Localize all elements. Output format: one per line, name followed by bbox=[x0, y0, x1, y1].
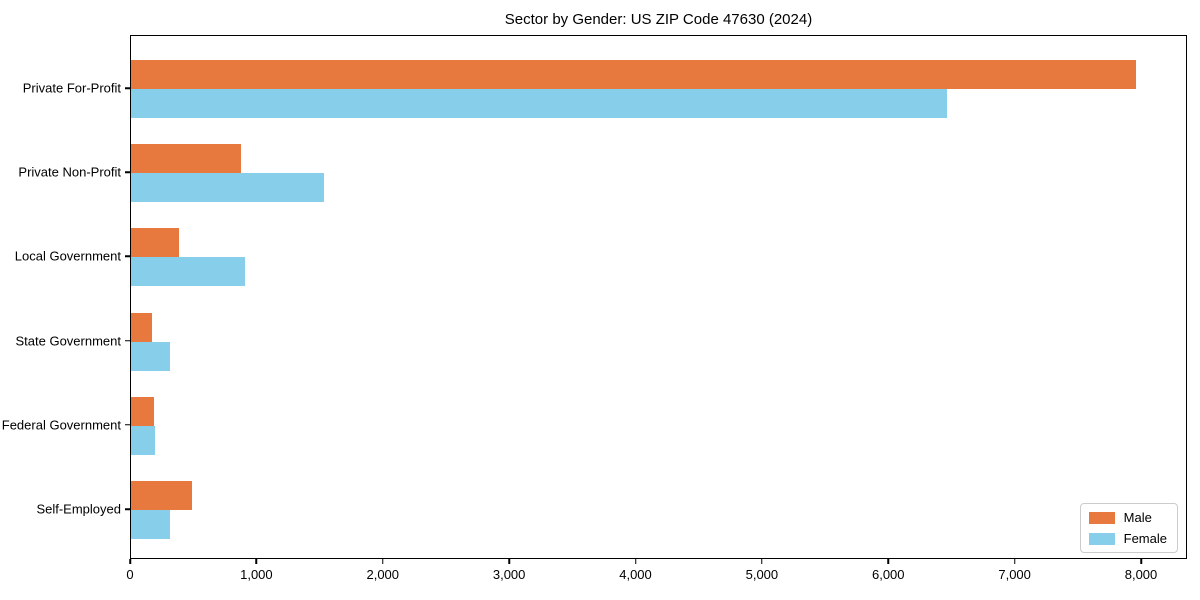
x-tick-label: 7,000 bbox=[998, 567, 1031, 582]
y-tick-label: Self-Employed bbox=[36, 501, 121, 517]
x-tick-mark bbox=[761, 559, 763, 564]
x-tick-mark bbox=[1013, 559, 1016, 564]
bar-male-self-employed bbox=[131, 481, 193, 510]
legend-swatch-female bbox=[1088, 532, 1115, 545]
legend-entry-male: Male bbox=[1088, 510, 1167, 525]
x-tick-mark bbox=[382, 559, 384, 564]
bar-female-local-government bbox=[131, 257, 245, 287]
y-tick-mark bbox=[125, 87, 130, 89]
x-tick-label: 0 bbox=[126, 567, 134, 582]
y-tick-label: Federal Government bbox=[1, 417, 121, 433]
bar-male-state-government bbox=[131, 312, 152, 342]
y-tick-mark bbox=[125, 171, 130, 173]
legend: Male Female bbox=[1079, 503, 1178, 553]
legend-entry-female: Female bbox=[1088, 531, 1167, 546]
x-tick-label: 1,000 bbox=[240, 567, 273, 582]
x-tick-label: 5,000 bbox=[745, 567, 779, 582]
y-tick-label: State Government bbox=[15, 333, 122, 349]
legend-label: Female bbox=[1123, 531, 1167, 546]
x-tick-label: 8,000 bbox=[1124, 567, 1158, 582]
y-tick-label: Local Government bbox=[14, 248, 121, 264]
y-tick-label: Private For-Profit bbox=[22, 80, 121, 96]
x-tick-mark bbox=[1140, 559, 1142, 564]
legend-label: Male bbox=[1123, 510, 1152, 525]
plot-area: Male Female bbox=[130, 35, 1187, 559]
y-tick-mark bbox=[125, 508, 130, 510]
x-tick-mark bbox=[887, 559, 889, 564]
bar-female-state-government bbox=[131, 341, 171, 371]
legend-swatch-male bbox=[1088, 511, 1115, 524]
x-tick-label: 6,000 bbox=[871, 567, 905, 582]
y-tick-label: Private Non-Profit bbox=[18, 164, 121, 180]
x-tick-mark bbox=[508, 559, 510, 564]
x-tick-label: 4,000 bbox=[619, 567, 652, 582]
bar-female-self-employed bbox=[131, 510, 171, 539]
bar-male-private-for-profit bbox=[131, 60, 1136, 89]
bar-female-private-non-profit bbox=[131, 173, 324, 203]
x-tick-mark bbox=[255, 559, 258, 564]
bar-male-private-non-profit bbox=[131, 144, 241, 174]
x-tick-mark bbox=[129, 559, 131, 564]
chart-title: Sector by Gender: US ZIP Code 47630 (202… bbox=[504, 11, 813, 28]
bar-male-federal-government bbox=[131, 396, 154, 426]
bar-female-federal-government bbox=[131, 425, 155, 455]
bar-male-local-government bbox=[131, 228, 180, 258]
y-tick-mark bbox=[125, 424, 130, 426]
bar-female-private-for-profit bbox=[131, 89, 948, 118]
x-tick-mark bbox=[634, 559, 637, 564]
y-tick-mark bbox=[125, 255, 130, 258]
x-tick-label: 2,000 bbox=[366, 567, 400, 582]
x-tick-label: 3,000 bbox=[492, 567, 526, 582]
y-tick-mark bbox=[125, 339, 130, 342]
